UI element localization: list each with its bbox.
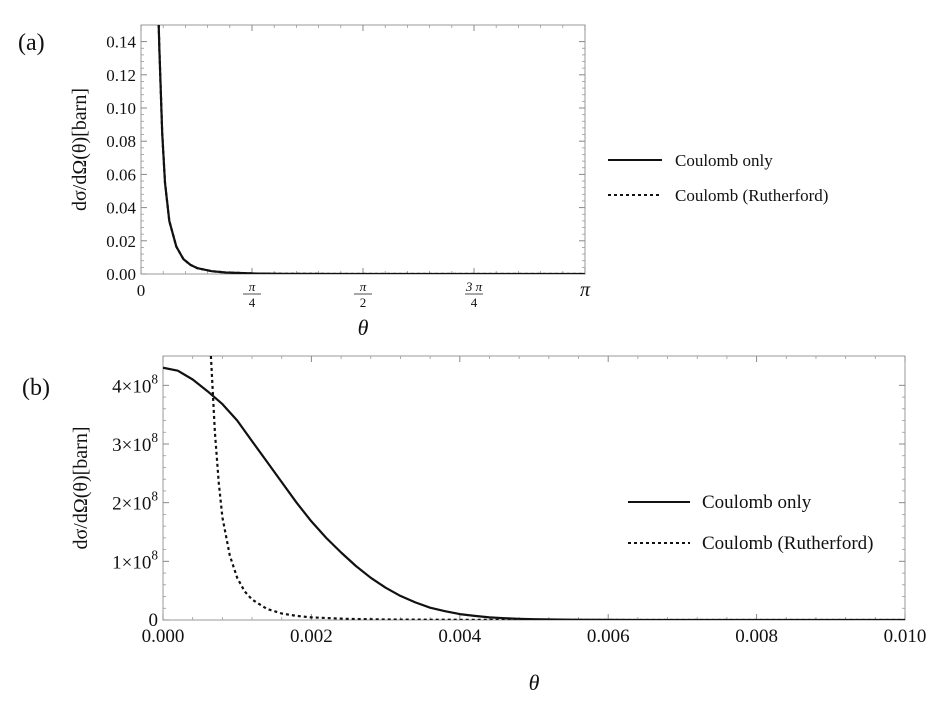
x-tick-label-numerator: π <box>249 279 256 294</box>
x-tick-label: 0.004 <box>438 626 481 647</box>
y-tick-label: 0.08 <box>106 132 136 151</box>
y-tick-label: 0.14 <box>106 33 136 52</box>
y-tick-label: 0.12 <box>106 66 136 85</box>
y-tick-label: 0 <box>149 610 159 631</box>
x-tick-label: 0.010 <box>884 626 926 647</box>
y-tick-label: 0.04 <box>106 199 136 218</box>
y-tick-label: 4×108 <box>112 371 158 397</box>
x-tick-label-denominator: 2 <box>360 295 367 310</box>
series-line-rutherford <box>209 356 905 620</box>
x-tick-label-denominator: 4 <box>471 295 478 310</box>
legend-label: Coulomb (Rutherford) <box>675 186 828 205</box>
chart-b: 0 1×108 2×108 3×108 4×108 0.000 0.002 0.004 0.00… <box>70 355 926 695</box>
x-tick-label-denominator: 4 <box>249 295 256 310</box>
plot-frame-a <box>140 24 586 275</box>
y-tick-label: 0.10 <box>106 99 136 118</box>
y-tick-label: 0.06 <box>106 165 136 184</box>
x-tick-label-numerator: 3 π <box>465 279 483 294</box>
legend-label: Coulomb (Rutherford) <box>702 533 874 554</box>
y-axis-label: dσ/dΩ(θ)[barn] <box>69 88 91 211</box>
legend-label: Coulomb only <box>702 492 812 513</box>
x-tick-label-numerator: π <box>360 279 367 294</box>
y-tick-label: 2×108 <box>112 489 158 515</box>
x-axis-label: θ <box>529 670 540 695</box>
legend-label: Coulomb only <box>675 151 773 170</box>
x-tick-label: 0.008 <box>735 626 778 647</box>
series-line-rutherford <box>157 25 585 274</box>
series-line-coulomb-only <box>157 25 585 274</box>
y-tick-label: 3×108 <box>112 430 158 456</box>
x-tick-label: 0.002 <box>290 626 333 647</box>
panel-a-label: (a) <box>18 30 45 56</box>
y-tick-label: 1×108 <box>112 547 158 573</box>
y-axis-label: dσ/dΩ(θ)[barn] <box>70 427 92 550</box>
series-line-coulomb-only <box>163 366 905 620</box>
x-tick-label: π <box>580 279 591 301</box>
y-tick-label: 0.00 <box>106 265 136 284</box>
x-tick-label: 0.006 <box>587 626 630 647</box>
y-tick-label: 0.02 <box>106 232 136 251</box>
x-axis-label: θ <box>358 315 369 340</box>
plot-frame-b <box>162 355 906 621</box>
x-tick-label: 0.000 <box>142 626 185 647</box>
x-tick-label: 0 <box>137 281 146 300</box>
panel-b-label: (b) <box>22 375 50 401</box>
